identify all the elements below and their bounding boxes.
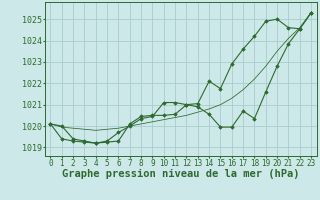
X-axis label: Graphe pression niveau de la mer (hPa): Graphe pression niveau de la mer (hPa) [62,169,300,179]
